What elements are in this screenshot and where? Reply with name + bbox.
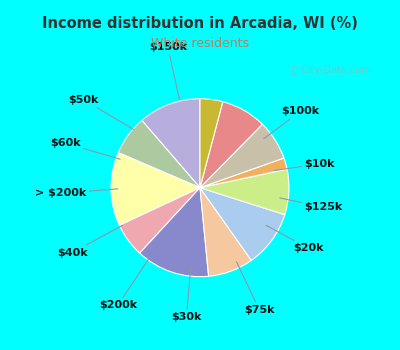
Wedge shape: [118, 120, 200, 188]
Text: > $200k: > $200k: [35, 188, 118, 198]
Text: $40k: $40k: [57, 225, 122, 258]
Wedge shape: [200, 124, 284, 188]
Wedge shape: [200, 158, 287, 188]
Wedge shape: [140, 188, 209, 277]
Wedge shape: [142, 99, 200, 188]
Text: $30k: $30k: [171, 266, 202, 322]
Text: $60k: $60k: [50, 138, 120, 159]
Text: $75k: $75k: [236, 262, 274, 315]
Text: $50k: $50k: [68, 95, 134, 130]
Wedge shape: [200, 99, 223, 188]
Text: $20k: $20k: [266, 225, 324, 253]
Wedge shape: [200, 188, 285, 260]
Text: $150k: $150k: [149, 42, 187, 100]
Text: $125k: $125k: [280, 198, 342, 212]
Wedge shape: [111, 153, 200, 225]
Wedge shape: [200, 102, 262, 188]
Wedge shape: [119, 188, 200, 253]
Text: White residents: White residents: [151, 37, 249, 50]
Wedge shape: [200, 188, 251, 276]
Text: ⓘ City-Data.com: ⓘ City-Data.com: [292, 65, 371, 75]
Text: $100k: $100k: [264, 106, 320, 139]
Text: $10k: $10k: [274, 159, 335, 170]
Text: $200k: $200k: [99, 257, 150, 310]
Wedge shape: [200, 169, 289, 215]
Text: Income distribution in Arcadia, WI (%): Income distribution in Arcadia, WI (%): [42, 16, 358, 31]
